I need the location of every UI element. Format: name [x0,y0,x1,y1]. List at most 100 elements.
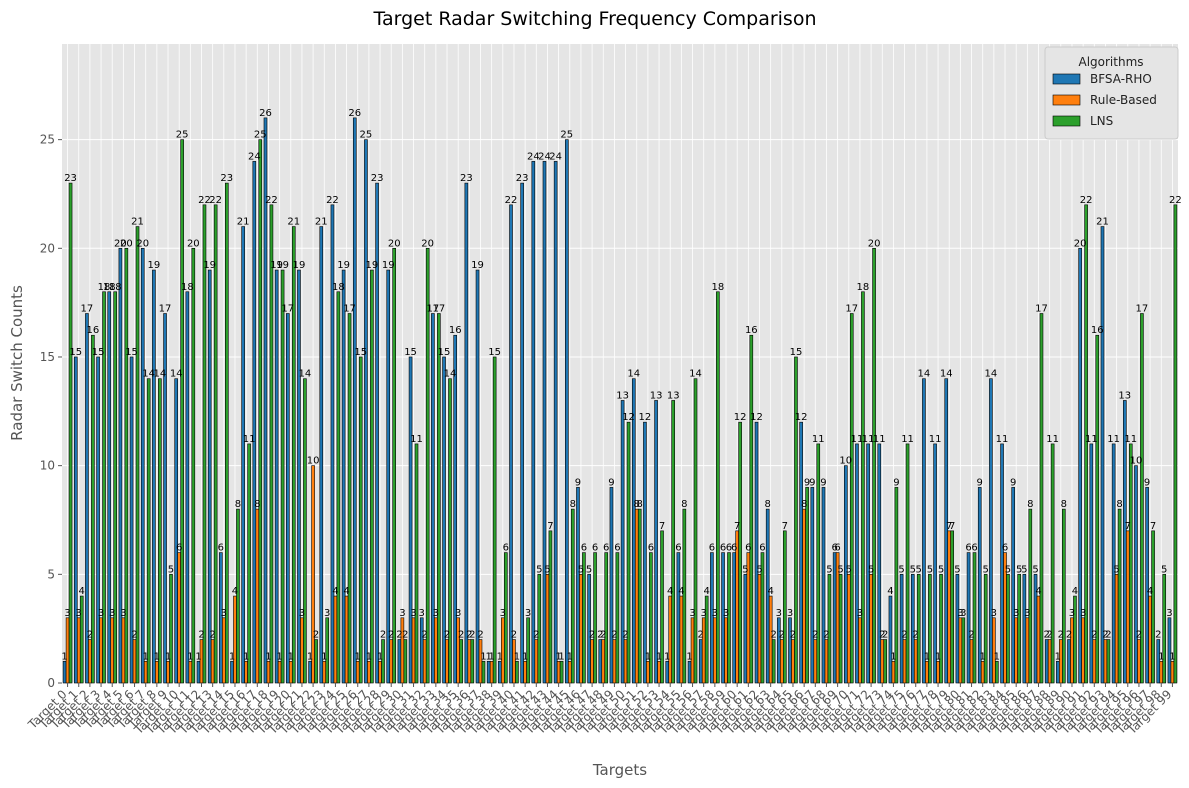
bar-value-label: 7 [547,521,553,532]
bar [386,269,391,684]
bar-value-label: 12 [750,412,763,423]
bar [816,443,821,684]
bar [419,617,424,684]
bar-value-label: 3 [857,608,863,619]
bar-value-label: 2 [823,630,829,641]
legend-label: LNS [1090,114,1113,128]
bar [891,660,896,684]
bar [456,617,460,684]
bar-value-label: 2 [779,630,785,641]
bar-value-label: 2 [209,630,215,641]
chart-title: Target Radar Switching Frequency Compari… [373,8,817,30]
bar [1134,465,1138,684]
bar [950,530,954,684]
bar [615,552,620,684]
bar [1140,313,1144,684]
bar-value-label: 16 [745,325,758,336]
bar [849,313,854,684]
y-tick-label: 15 [40,350,55,364]
bar-value-label: 2 [313,630,319,641]
bar [152,269,156,684]
bar [913,639,918,684]
bar [437,313,441,684]
bar [565,139,569,684]
bar-value-label: 11 [873,434,886,445]
bar-value-label: 1 [1169,651,1175,662]
bar-value-label: 1 [488,651,494,662]
bar [1022,574,1027,684]
bar [434,617,438,684]
bar [422,639,427,684]
bar [1056,660,1060,684]
bar [922,378,926,684]
bar [567,660,572,684]
bar-value-label: 1 [1055,651,1061,662]
bar-value-label: 19 [148,260,161,271]
bar [961,617,966,684]
bar [671,400,675,684]
bar [821,487,826,684]
bar-value-label: 3 [787,608,793,619]
bar-value-label: 1 [165,651,171,662]
bar-value-label: 23 [460,173,473,184]
bar-value-label: 3 [98,608,104,619]
bar-value-label: 7 [1125,521,1131,532]
bar-value-label: 2 [87,630,93,641]
bar-value-label: 14 [689,369,702,380]
bar-value-label: 7 [734,521,740,532]
bar [118,248,123,684]
bar-value-label: 2 [879,630,885,641]
bar-value-label: 1 [1158,651,1164,662]
bar [631,378,636,684]
bar-value-label: 19 [270,260,283,271]
bar-value-label: 5 [910,564,916,575]
bar [448,378,452,684]
bar [347,313,352,684]
bar-value-label: 11 [1046,434,1059,445]
bar [431,313,435,684]
bar [810,487,815,684]
legend: Algorithms BFSA-RHO Rule-Based LNS [1044,46,1179,140]
bar [88,639,92,684]
bar-value-label: 19 [382,260,395,271]
bar-value-label: 22 [505,195,518,206]
bar-value-label: 1 [890,651,896,662]
bar [158,378,162,684]
bar-value-label: 2 [611,630,617,641]
bar-value-label: 5 [742,564,748,575]
bar-value-label: 24 [538,151,551,162]
bar-value-label: 3 [723,608,729,619]
bar [1117,508,1122,684]
bar-value-label: 20 [114,238,127,249]
bar [241,226,245,684]
bar [1089,443,1094,684]
bar-value-label: 10 [1130,456,1143,467]
bar-value-label: 14 [444,369,457,380]
bar [654,400,658,684]
bar-value-label: 2 [1058,630,1064,641]
bar [247,443,251,684]
bar-value-label: 3 [455,608,461,619]
bar [1128,443,1133,684]
bar [805,487,809,684]
bar-value-label: 5 [168,564,174,575]
bar [939,574,943,684]
bar [679,595,684,684]
bar [869,574,873,684]
bar [1062,508,1066,684]
bar-value-label: 3 [1166,608,1172,619]
bar-value-label: 18 [109,282,122,293]
bar [972,552,977,684]
bar [559,660,564,684]
bar-value-label: 20 [136,238,149,249]
bar-value-label: 18 [98,282,111,293]
bar [548,530,553,684]
bar-value-label: 5 [916,564,922,575]
bar [716,291,720,684]
bar [553,161,558,684]
bar-value-label: 2 [913,630,919,641]
bar-value-label: 1 [497,651,503,662]
bar [1036,595,1041,684]
bar-value-label: 6 [614,543,620,554]
